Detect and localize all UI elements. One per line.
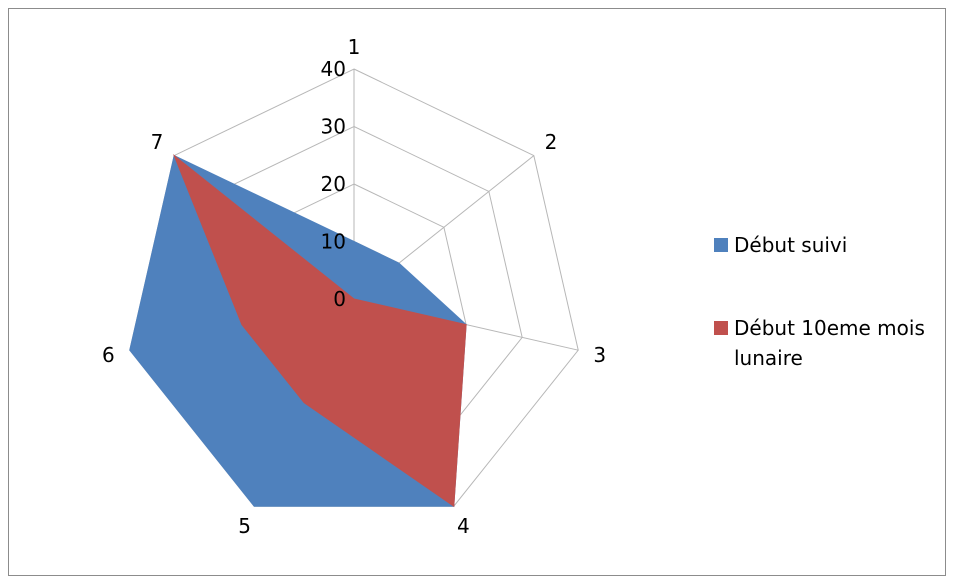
- legend-swatch-debut-suivi: [714, 238, 728, 252]
- rtick-label-10: 10: [321, 230, 346, 254]
- category-labels: 1 2 3 4 5 6 7: [102, 35, 606, 538]
- legend: Début suivi Début 10eme mois lunaire: [714, 233, 925, 370]
- category-label-1: 1: [348, 35, 361, 59]
- radial-tick-labels: 0 10 20 30 40: [321, 57, 346, 311]
- legend-swatch-debut-10eme-mois: [714, 321, 728, 335]
- category-label-3: 3: [593, 343, 606, 367]
- radar-series: [129, 154, 467, 508]
- category-label-4: 4: [457, 514, 470, 538]
- category-label-6: 6: [102, 343, 115, 367]
- category-label-7: 7: [151, 130, 164, 154]
- rtick-label-40: 40: [321, 57, 346, 81]
- rtick-label-30: 30: [321, 115, 346, 139]
- legend-label-debut-suivi: Début suivi: [734, 233, 847, 257]
- series-area-2: [173, 154, 467, 508]
- rtick-label-0: 0: [333, 287, 346, 311]
- legend-label-debut-10eme-mois-line2: lunaire: [734, 346, 803, 370]
- legend-label-debut-10eme-mois-line1: Début 10eme mois: [734, 316, 925, 340]
- category-label-5: 5: [238, 514, 251, 538]
- category-label-2: 2: [545, 130, 558, 154]
- rtick-label-20: 20: [321, 172, 346, 196]
